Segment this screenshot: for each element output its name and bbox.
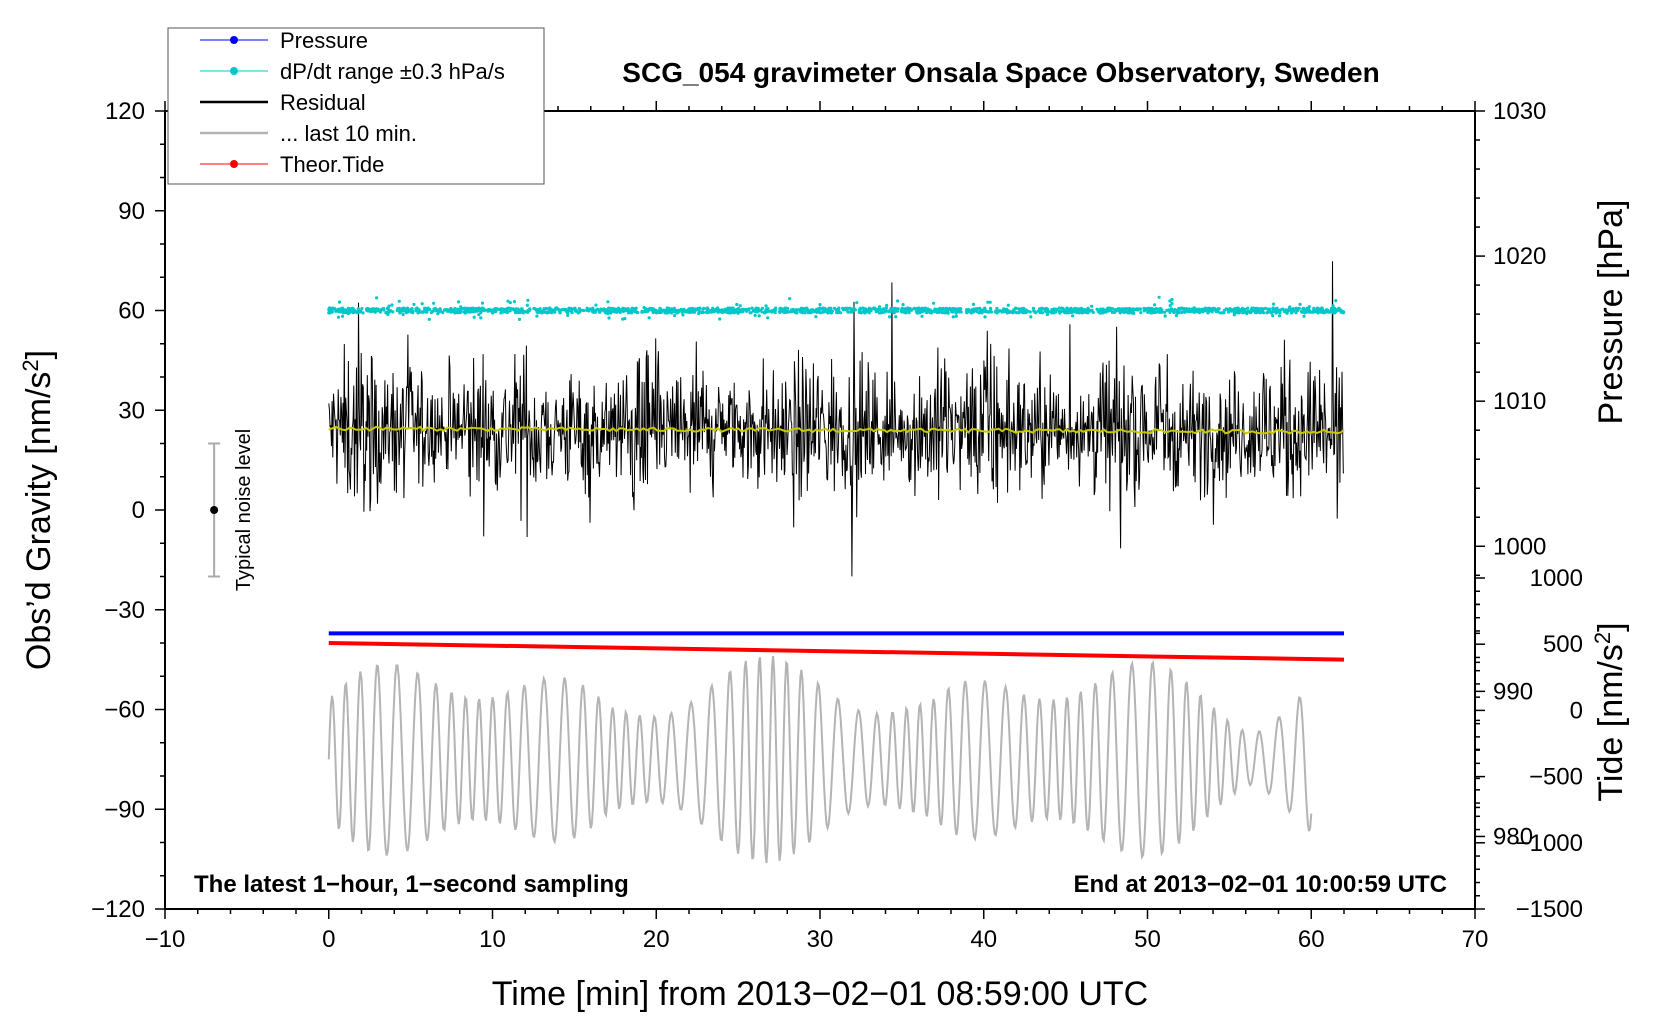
y-tick-label-left: 90 [118, 198, 145, 225]
x-axis-title: Time [min] from 2013−02−01 08:59:00 UTC [492, 975, 1148, 1013]
y-tick-label-left: 0 [132, 497, 145, 524]
y-tick-label-pressure: 1010 [1493, 388, 1546, 415]
x-tick-label: 30 [807, 926, 834, 953]
legend-label-pressure: Pressure [280, 28, 368, 53]
plot-frame [164, 110, 1476, 910]
y-tick-label-left: −90 [104, 796, 145, 823]
axis-ticks: −10 0 10 20 30 40 50 60 701209060300−30−60−90−12… [91, 98, 1583, 953]
y-tick-label-tide: 0 [1570, 697, 1583, 724]
noise-level-label: Typical noise level [233, 429, 255, 591]
y-tick-label-left: 30 [118, 397, 145, 424]
legend: Pressure dP/dt range ±0.3 hPa/s Residual… [167, 27, 545, 185]
y-tick-label-pressure: 990 [1493, 678, 1533, 705]
y-tick-label-pressure: 980 [1493, 823, 1533, 850]
x-tick-label: 0 [322, 926, 335, 953]
series-residual-mean-line [328, 425, 1345, 435]
x-tick-label: −10 [145, 926, 186, 953]
y-tick-label-tide: 500 [1543, 631, 1583, 658]
y-axis-title-tide: Tide [nm/s2] [1590, 622, 1631, 801]
series-tide-line [328, 641, 1345, 662]
y-tick-label-left: 60 [118, 298, 145, 325]
y-axis-title-left-sup: 2 [18, 359, 43, 371]
legend-item-dpdt: dP/dt range ±0.3 hPa/s [200, 59, 505, 84]
y-tick-label-pressure: 1000 [1493, 533, 1546, 560]
annotation-bottom-left: The latest 1−hour, 1−second sampling [194, 871, 629, 898]
chart-title: SCG_054 gravimeter Onsala Space Observat… [622, 57, 1379, 88]
series-residual-line [328, 261, 1345, 577]
y-axis-title-tide-main: Tide [nm/s [1592, 644, 1630, 801]
y-tick-label-tide: −1500 [1516, 896, 1583, 923]
y-tick-label-pressure: 1030 [1493, 98, 1546, 125]
legend-box [167, 27, 545, 185]
x-tick-label: 70 [1462, 926, 1489, 953]
noise-bar-center [210, 506, 219, 514]
y-tick-label-tide: 1000 [1530, 565, 1583, 592]
legend-item-tide: Theor.Tide [200, 152, 384, 177]
legend-item-last10: ... last 10 min. [200, 121, 417, 146]
annotation-bottom-right: End at 2013−02−01 10:00:59 UTC [1073, 871, 1447, 898]
series-last10-line [327, 656, 1313, 864]
x-tick-label: 10 [479, 926, 506, 953]
x-tick-label: 60 [1298, 926, 1325, 953]
y-tick-label-tide: −1000 [1516, 830, 1583, 857]
legend-label-dpdt: dP/dt range ±0.3 hPa/s [280, 59, 505, 84]
legend-item-pressure: Pressure [200, 28, 368, 53]
y-tick-label-left: −60 [104, 697, 145, 724]
legend-marker-dpdt [230, 67, 238, 75]
legend-marker-pressure [230, 36, 238, 44]
y-tick-label-left: 120 [105, 98, 145, 125]
legend-label-residual: Residual [280, 90, 366, 115]
legend-label-tide: Theor.Tide [280, 152, 384, 177]
x-tick-label: 50 [1134, 926, 1161, 953]
y-axis-title-tide-sup: 2 [1590, 632, 1615, 644]
y-tick-label-tide: −500 [1529, 764, 1583, 791]
y-tick-label-left: −120 [91, 896, 145, 923]
series-dpdt-points [327, 295, 1346, 321]
x-tick-label: 20 [643, 926, 670, 953]
y-axis-title-left-main: Obs’d Gravity [nm/s [20, 372, 58, 671]
y-tick-label-left: −30 [104, 597, 145, 624]
y-axis-title-pressure: Pressure [hPa] [1592, 200, 1630, 425]
y-axis-title-tide-end: ] [1592, 622, 1630, 631]
y-tick-label-pressure: 1020 [1493, 243, 1546, 270]
x-tick-label: 40 [970, 926, 997, 953]
legend-marker-tide [230, 160, 238, 168]
y-axis-title-left: Obs’d Gravity [nm/s2] [18, 350, 59, 670]
y-axis-title-left-end: ] [20, 350, 58, 359]
legend-item-residual: Residual [200, 90, 366, 115]
data-marks [208, 261, 1346, 864]
legend-label-last10: ... last 10 min. [280, 121, 417, 146]
